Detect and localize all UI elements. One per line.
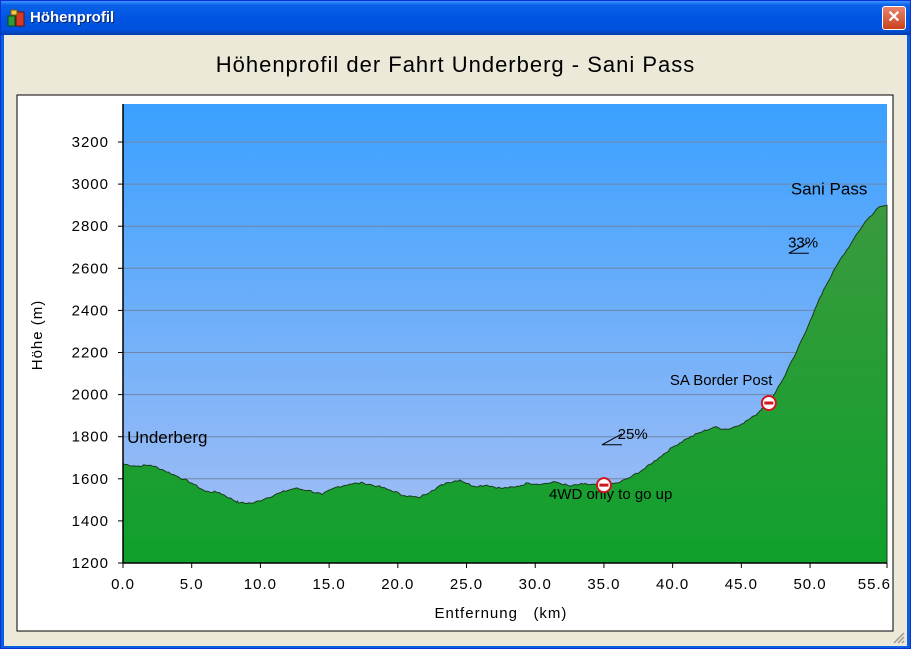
close-icon: ✕: [887, 9, 901, 26]
no-entry-icon: [595, 477, 612, 494]
x-tick-label: 35.0: [587, 576, 620, 593]
x-tick-label: 55.6: [858, 576, 891, 593]
x-tick-label: 25.0: [450, 576, 483, 593]
y-tick-label: 1600: [72, 471, 109, 488]
window-title: Höhenprofil: [30, 9, 115, 26]
annotation-label: SA Border Post: [670, 372, 773, 389]
x-tick-label: 10.0: [244, 576, 277, 593]
no-entry-icon: [760, 395, 777, 412]
close-button[interactable]: ✕: [882, 6, 906, 30]
y-axis-label: Höhe (m): [29, 300, 46, 371]
x-tick-label: 15.0: [313, 576, 346, 593]
slope-icon: [788, 241, 810, 254]
annotation-label: 25%: [618, 426, 648, 443]
x-axis-label: Entfernung (km): [435, 605, 568, 622]
chart: 3200 3000 2800 2600 2400 2200 2000 1800 1600 1400…: [16, 94, 894, 632]
annotation-label: 4WD only to go up: [549, 486, 672, 503]
y-tick-label: 3200: [72, 134, 109, 151]
x-tick-label: 5.0: [180, 576, 204, 593]
chart-title: Höhenprofil der Fahrt Underberg - Sani P…: [215, 52, 696, 77]
x-tick-label: 20.0: [381, 576, 414, 593]
y-tick-label: 2600: [72, 260, 109, 277]
annotation-label: Sani Pass: [791, 180, 868, 199]
slope-icon: [601, 433, 623, 446]
y-tick-label: 1400: [72, 513, 109, 530]
annotation-label: 33%: [788, 234, 818, 251]
y-tick-label: 1200: [72, 555, 109, 572]
x-tick-label: 50.0: [793, 576, 826, 593]
y-tick-label: 3000: [72, 176, 109, 193]
app-icon: [7, 9, 25, 27]
x-tick-label: 30.0: [519, 576, 552, 593]
y-tick-label: 2800: [72, 218, 109, 235]
x-tick-label: 0.0: [111, 576, 135, 593]
x-tick-label: 45.0: [725, 576, 758, 593]
y-tick-label: 2000: [72, 387, 109, 404]
chart-panel: Höhenprofil der Fahrt Underberg - Sani P…: [4, 35, 907, 646]
title-bar[interactable]: Höhenprofil ✕: [1, 1, 910, 35]
annotation-label: Underberg: [127, 428, 207, 447]
y-tick-label: 2200: [72, 345, 109, 362]
x-tick-label: 40.0: [656, 576, 689, 593]
resize-grip-icon[interactable]: [891, 630, 905, 644]
y-tick-label: 1800: [72, 429, 109, 446]
y-tick-label: 2400: [72, 302, 109, 319]
